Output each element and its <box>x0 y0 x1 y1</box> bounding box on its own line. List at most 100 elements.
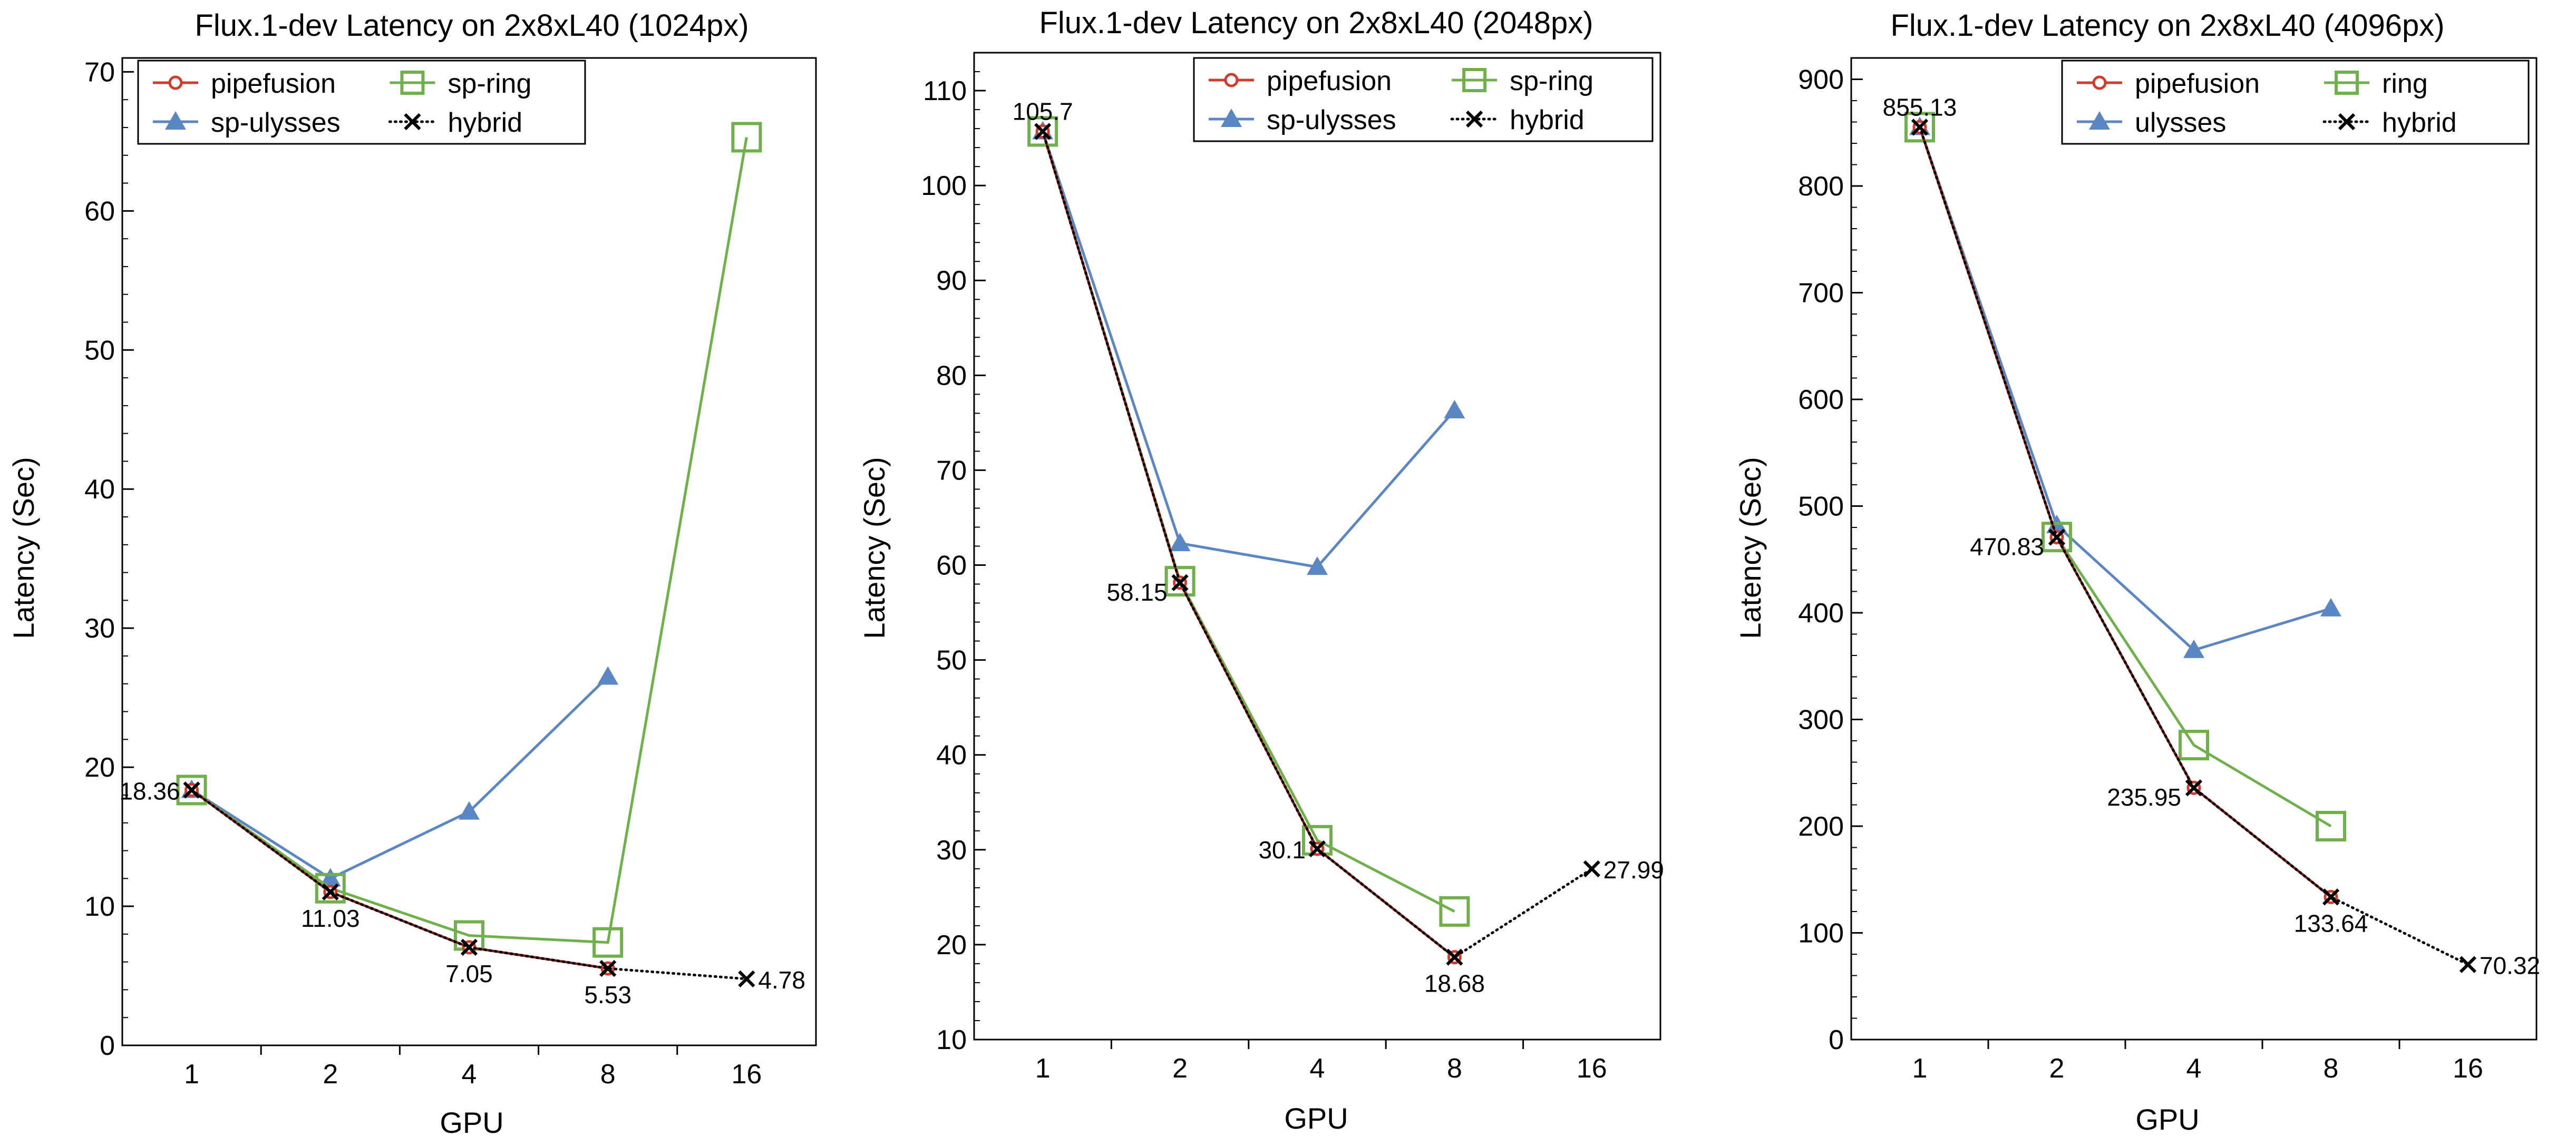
y-tick-label: 100 <box>1798 918 1844 949</box>
chart-title: Flux.1-dev Latency on 2x8xL40 (2048px) <box>1039 6 1593 40</box>
data-point-hybrid <box>599 959 617 977</box>
series-ring <box>1904 112 2346 841</box>
data-point-hybrid <box>1308 840 1326 858</box>
legend-label: sp-ulysses <box>211 107 341 138</box>
series-line-hybrid <box>1041 130 1593 959</box>
legend-marker-hybrid <box>1465 110 1483 128</box>
plot-frame <box>1850 57 2538 1041</box>
y-tick-label: 900 <box>1798 65 1844 95</box>
legend-label: pipefusion <box>211 68 336 99</box>
series-line-ulysses <box>1918 126 2331 652</box>
data-point-ulysses <box>319 868 341 887</box>
series-line-ring <box>1041 131 1455 913</box>
data-point-ring <box>2179 730 2209 761</box>
annotation-layer: 855.13 470.83 235.95 133.64 70.32 <box>1883 93 2540 979</box>
y-axis-label: Latency (Sec) <box>1734 457 1767 639</box>
x-axis-label: GPU <box>1284 1102 1348 1135</box>
data-point-hybrid <box>2048 528 2066 546</box>
series-line-overlay <box>191 789 608 969</box>
data-point-ring <box>1027 116 1058 147</box>
data-label: 11.03 <box>301 905 360 932</box>
data-label: 855.13 <box>1883 93 1957 121</box>
series-line-ring <box>191 137 748 944</box>
y-tick-label: 70 <box>84 57 115 87</box>
y-axis-label: Latency (Sec) <box>858 457 891 639</box>
data-point-ring <box>2316 811 2346 841</box>
legend-item-hybrid: hybrid <box>1450 105 1585 135</box>
x-tick-label: 4 <box>1310 1053 1325 1084</box>
legend-marker-hybrid <box>2338 113 2356 131</box>
legend-marker-hybrid <box>404 113 421 131</box>
data-point-ring <box>176 775 207 806</box>
data-point-hybrid <box>738 970 755 987</box>
x-axis-label: GPU <box>440 1106 503 1139</box>
data-point-hybrid <box>322 883 339 900</box>
y-tick-label: 800 <box>1798 171 1844 202</box>
y-tick-label: 300 <box>1798 705 1844 736</box>
x-tick-label: 16 <box>731 1059 762 1090</box>
series-line-ulysses <box>191 675 609 880</box>
legend: pipefusion ring ulysses hybrid <box>2061 60 2530 145</box>
data-label: 470.83 <box>1970 533 2044 561</box>
series-pipefusion <box>184 782 615 976</box>
y-tick-label: 200 <box>1798 811 1844 842</box>
data-label: 18.36 <box>119 777 180 805</box>
y-tick-label: 500 <box>1798 492 1844 522</box>
series-ulysses <box>181 666 619 887</box>
y-tick-label: 0 <box>100 1031 115 1061</box>
x-tick-label: 2 <box>1172 1053 1188 1084</box>
data-point-ring <box>1904 112 1935 143</box>
data-point-ulysses <box>1444 399 1465 418</box>
legend-item-ulysses: sp-ulysses <box>153 107 341 138</box>
legend: pipefusion sp-ring sp-ulysses hybrid <box>1193 57 1654 142</box>
x-tick-label: 1 <box>1912 1053 1928 1084</box>
x-tick-label: 4 <box>462 1059 477 1090</box>
series-line-ring <box>1918 126 2332 828</box>
y-tick-label: 40 <box>936 740 967 771</box>
data-label: 4.78 <box>758 966 805 994</box>
data-point-hybrid <box>2459 956 2477 973</box>
data-label: 133.64 <box>2294 909 2368 937</box>
series-layer <box>1904 112 2477 973</box>
legend-frame <box>137 60 586 145</box>
series-pipefusion <box>1035 124 1462 965</box>
series-ulysses <box>1032 121 1465 575</box>
series-ring <box>1027 116 1470 927</box>
axis-ticks: 1 2 4 8 16 0 10 20 30 40 50 60 70 <box>84 57 762 1090</box>
series-line-pipefusion <box>1918 126 2332 898</box>
legend-item-hybrid: hybrid <box>388 107 522 138</box>
x-tick-label: 4 <box>2186 1053 2202 1084</box>
data-point-hybrid <box>1911 119 1929 136</box>
legend-label: pipefusion <box>2135 68 2260 99</box>
y-tick-label: 10 <box>84 892 115 922</box>
y-tick-label: 400 <box>1798 598 1844 629</box>
x-axis-label: GPU <box>2135 1103 2199 1136</box>
chart-panel-1024: Flux.1-dev Latency on 2x8xL40 (1024px) L… <box>7 8 817 1139</box>
data-point-hybrid <box>2185 779 2203 797</box>
x-tick-label: 16 <box>2453 1053 2483 1084</box>
legend: pipefusion sp-ring sp-ulysses hybrid <box>137 60 586 145</box>
legend-item-pipefusion: pipefusion <box>2077 68 2260 99</box>
data-point-ulysses <box>597 666 619 685</box>
data-point-ring <box>1439 896 1470 927</box>
series-hybrid <box>1911 119 2477 973</box>
data-label: 105.7 <box>1013 97 1073 125</box>
legend-label: ring <box>2382 68 2428 99</box>
y-tick-label: 80 <box>936 360 967 391</box>
y-tick-label: 90 <box>936 266 967 296</box>
legend-item-ulysses: ulysses <box>2077 107 2226 138</box>
legend-marker-ulysses <box>165 111 186 130</box>
x-tick-label: 8 <box>2324 1053 2339 1084</box>
legend-label: hybrid <box>2382 107 2457 138</box>
chart-panel-4096: Flux.1-dev Latency on 2x8xL40 (4096px) L… <box>1734 8 2540 1136</box>
y-tick-label: 20 <box>84 752 115 783</box>
plot-frame <box>973 52 1661 1041</box>
legend-marker-ring <box>1462 68 1487 92</box>
x-tick-label: 8 <box>600 1059 616 1090</box>
y-tick-label: 600 <box>1798 385 1844 415</box>
data-point-ulysses <box>459 801 480 820</box>
legend-item-ring: sp-ring <box>390 68 531 99</box>
y-tick-label: 50 <box>84 335 115 366</box>
chart-title: Flux.1-dev Latency on 2x8xL40 (1024px) <box>195 8 749 43</box>
legend-label: sp-ring <box>1510 66 1593 96</box>
